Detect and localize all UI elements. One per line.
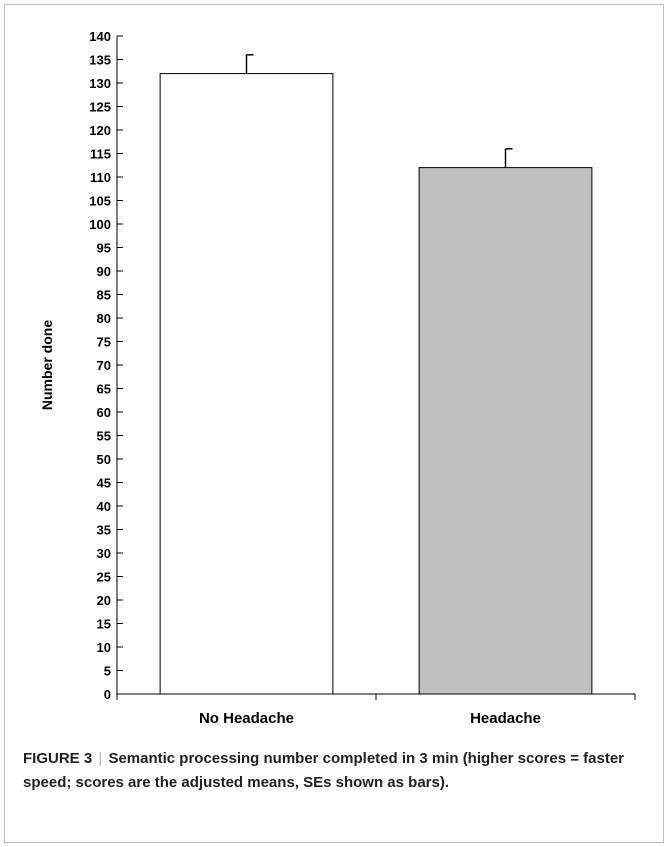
y-tick-label: 135: [89, 53, 111, 68]
y-tick-label: 15: [97, 617, 111, 632]
y-tick-label: 55: [97, 429, 111, 444]
y-axis-label: Number done: [39, 320, 55, 410]
figure-caption: FIGURE 3 | Semantic processing number co…: [23, 747, 653, 795]
caption-label: FIGURE 3: [23, 750, 93, 767]
y-tick-label: 60: [97, 405, 111, 420]
y-tick-label: 35: [97, 523, 111, 538]
y-tick-label: 85: [97, 288, 111, 303]
y-tick-label: 105: [89, 194, 111, 209]
figure-frame: 0 5 10 15 20 25 30 35 40 45 50 55 60 65 70 75 80 85 90 95 10…: [4, 4, 664, 843]
y-tick-label: 0: [104, 687, 111, 702]
bars: [159, 54, 593, 695]
y-tick-label: 125: [89, 100, 111, 115]
y-tick-label: 70: [97, 358, 111, 373]
x-tick-label: Headache: [470, 710, 541, 727]
y-tick-label: 25: [97, 570, 111, 585]
y-tick-label: 100: [89, 217, 111, 232]
caption-separator: |: [98, 750, 103, 767]
y-tick-label: 95: [97, 241, 111, 256]
x-tick-label: No Headache: [199, 710, 294, 727]
y-tick-label: 80: [97, 311, 111, 326]
x-axis: No Headache Headache: [116, 693, 636, 727]
y-axis: 0 5 10 15 20 25 30 35 40 45 50 55 60 65 70 75 80 85 90 95 10…: [89, 29, 123, 702]
caption-text: Semantic processing number completed in …: [23, 750, 625, 791]
y-tick-label: 115: [90, 147, 111, 162]
y-tick-label: 90: [97, 264, 111, 279]
y-tick-label: 5: [104, 664, 111, 679]
y-tick-label: 50: [97, 452, 111, 467]
bar: [418, 167, 593, 695]
y-tick-label: 120: [89, 123, 111, 138]
bar-chart: 0 5 10 15 20 25 30 35 40 45 50 55 60 65 70 75 80 85 90 95 10…: [39, 29, 636, 727]
y-tick-label: 45: [97, 476, 111, 491]
y-tick-label: 110: [90, 170, 111, 185]
y-tick-label: 130: [89, 76, 111, 91]
bar: [159, 73, 334, 695]
y-tick-label: 20: [97, 593, 111, 608]
y-tick-label: 30: [97, 546, 111, 561]
y-tick-label: 140: [89, 29, 111, 44]
y-tick-label: 65: [97, 382, 111, 397]
y-tick-label: 75: [97, 335, 111, 350]
y-tick-label: 10: [97, 640, 111, 655]
y-tick-label: 40: [97, 499, 111, 514]
